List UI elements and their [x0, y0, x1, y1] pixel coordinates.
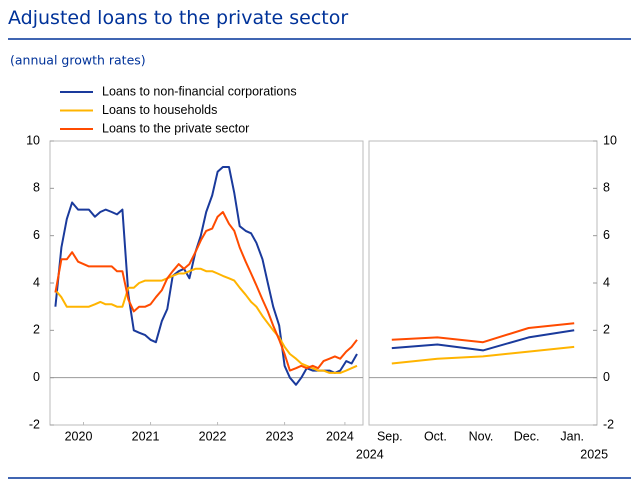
x-tick-label: Dec.: [514, 429, 540, 443]
y-tick-label: 4: [603, 275, 610, 289]
x-tick-label: Jan.: [560, 429, 584, 443]
y-tick-label: 4: [33, 275, 40, 289]
y-tick-label: 6: [33, 228, 40, 242]
series-line: [54, 211, 358, 372]
legend-label: Loans to non-financial corporations: [102, 84, 297, 98]
series-line: [54, 166, 358, 386]
y-tick-label: 10: [26, 133, 40, 147]
x-tick-label: Sep.: [377, 429, 403, 443]
plot-frame: [49, 140, 364, 426]
x-tick-label: 2022: [199, 429, 227, 443]
series-line: [54, 267, 358, 374]
year-label: 2024: [356, 447, 384, 461]
series-line: [391, 329, 575, 352]
y-tick-label: 2: [603, 323, 610, 337]
y-tick-label: 8: [33, 181, 40, 195]
y-tick-label: 8: [603, 181, 610, 195]
y-tick-label: 0: [33, 370, 40, 384]
x-tick-label: 2023: [266, 429, 294, 443]
series-line: [391, 322, 575, 344]
series-line: [391, 345, 575, 365]
y-tick-label: -2: [29, 417, 40, 431]
y-tick-label: 2: [33, 323, 40, 337]
x-tick-label: 2021: [132, 429, 160, 443]
y-tick-label: 6: [603, 228, 610, 242]
subtitle: (annual growth rates): [10, 53, 146, 68]
y-tick-label: 10: [603, 133, 617, 147]
legend-label: Loans to households: [102, 103, 217, 117]
y-tick-label: 0: [603, 370, 610, 384]
x-tick-label: 2020: [65, 429, 93, 443]
x-tick-label: 2024: [326, 429, 354, 443]
title: Adjusted loans to the private sector: [8, 7, 348, 29]
legend-label: Loans to the private sector: [102, 121, 249, 135]
x-tick-label: Oct.: [424, 429, 447, 443]
y-tick-label: -2: [603, 417, 614, 431]
plot-frame: [368, 140, 598, 426]
x-tick-label: Nov.: [469, 429, 494, 443]
year-label: 2025: [580, 447, 608, 461]
